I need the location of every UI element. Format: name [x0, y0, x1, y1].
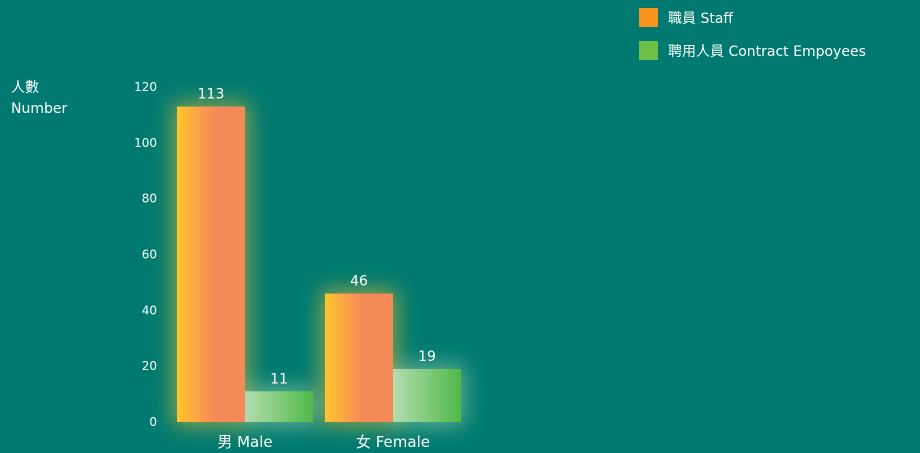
x-category-label: 女 Female [356, 433, 430, 451]
x-category-label: 男 Male [217, 433, 272, 451]
value-labels: 113 11 46 19 [198, 87, 436, 388]
bar-value-label: 46 [350, 274, 368, 290]
legend: 職員 Staff 聘用人員 Contract Empoyees [639, 8, 866, 60]
y-axis-title-english: Number [11, 101, 67, 117]
legend-swatch-staff [639, 8, 658, 27]
y-tick-label: 80 [142, 192, 157, 206]
legend-label-staff: 職員 Staff [668, 11, 733, 27]
y-tick-label: 0 [149, 415, 157, 429]
y-tick-label: 100 [134, 136, 157, 150]
bar-contract [393, 368, 461, 422]
bar-value-label: 19 [418, 349, 436, 365]
y-tick-label: 60 [142, 248, 157, 262]
legend-item-contract: 聘用人員 Contract Empoyees [639, 41, 866, 60]
bar-value-label: 11 [270, 371, 288, 387]
legend-item-staff: 職員 Staff [639, 8, 733, 27]
y-tick-label: 40 [142, 303, 157, 317]
y-tick-label: 20 [142, 359, 157, 373]
bar-contract [245, 391, 313, 422]
y-axis-title: 人數 Number [11, 80, 67, 117]
y-axis-title-chinese: 人數 [11, 80, 39, 96]
y-tick-label: 120 [134, 80, 157, 94]
legend-label-contract: 聘用人員 Contract Empoyees [668, 44, 866, 60]
y-axis-ticks: 0 20 40 60 80 100 120 [134, 80, 157, 429]
bars [177, 106, 461, 423]
legend-swatch-contract [639, 41, 658, 60]
bar-staff [325, 293, 393, 422]
bar-value-label: 113 [198, 87, 225, 103]
bar-staff [177, 106, 245, 423]
x-axis-labels: 男 Male 女 Female [217, 433, 430, 451]
